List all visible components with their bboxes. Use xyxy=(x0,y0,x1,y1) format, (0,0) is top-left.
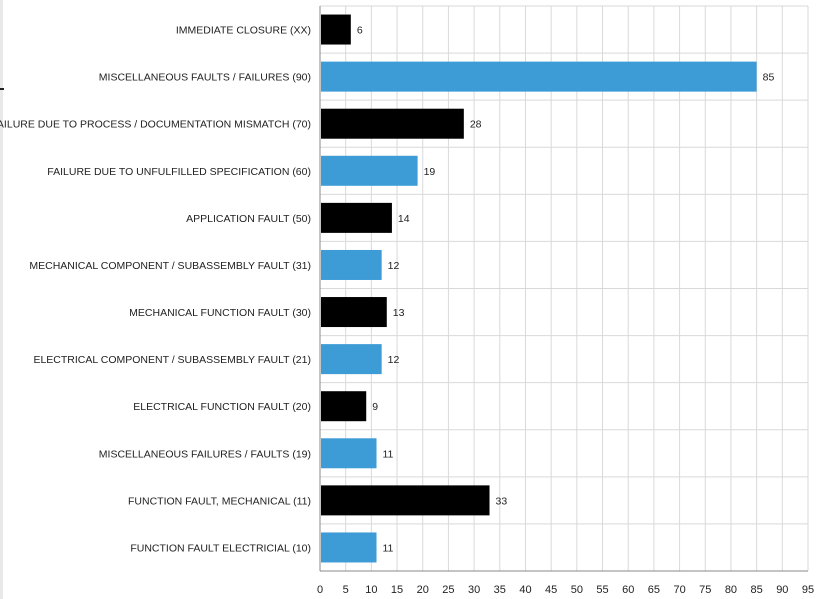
category-labels: IMMEDIATE CLOSURE (XX) MISCELLANEOUS FAUL… xyxy=(0,25,311,555)
x-tick-label: 20 xyxy=(417,584,429,596)
value-label: 19 xyxy=(424,166,436,178)
x-tick-label: 75 xyxy=(699,584,711,596)
x-tick-label: 25 xyxy=(442,584,454,596)
x-tick-label: 90 xyxy=(776,584,788,596)
bar xyxy=(321,108,464,139)
x-tick-label: 50 xyxy=(571,584,583,596)
bar xyxy=(321,155,418,186)
value-label: 33 xyxy=(496,495,508,507)
x-tick-label: 15 xyxy=(391,584,403,596)
x-tick-label: 85 xyxy=(751,584,763,596)
x-tick-label: 35 xyxy=(494,584,506,596)
bar xyxy=(321,297,387,328)
x-tick-label: 0 xyxy=(317,584,323,596)
value-label: 28 xyxy=(470,119,482,131)
edge-marker xyxy=(0,88,4,90)
value-labels: 6 85 28 19 14 12 13 12 9 11 33 11 xyxy=(357,25,775,555)
value-label: 14 xyxy=(398,213,410,225)
category-label: ELECTRICAL COMPONENT / SUBASSEMBLY FAULT… xyxy=(33,354,311,366)
window-left-edge xyxy=(0,0,3,599)
bar xyxy=(321,438,377,469)
value-label: 12 xyxy=(388,260,400,272)
category-label: FUNCTION FAULT, MECHANICAL (11) xyxy=(128,495,311,507)
x-axis-ticks: 0 5 10 15 20 25 30 35 40 45 50 55 60 65 70 75 80 85 90 95 xyxy=(317,584,814,596)
bar xyxy=(321,485,490,516)
bar xyxy=(321,202,392,233)
bar xyxy=(321,249,382,280)
x-tick-label: 65 xyxy=(648,584,660,596)
category-label: IMMEDIATE CLOSURE (XX) xyxy=(176,25,311,37)
category-label: FAILURE DUE TO PROCESS / DOCUMENTATION M… xyxy=(0,119,311,131)
category-label: MISCELLANEOUS FAULTS / FAILURES (90) xyxy=(99,72,311,84)
grid-lines xyxy=(319,5,809,572)
bar xyxy=(321,532,377,563)
value-label: 11 xyxy=(383,542,394,554)
value-label: 12 xyxy=(388,354,400,366)
x-tick-label: 30 xyxy=(468,584,480,596)
value-label: 13 xyxy=(393,307,405,319)
x-tick-label: 80 xyxy=(725,584,737,596)
category-label: MISCELLANEOUS FAILURES / FAULTS (19) xyxy=(99,448,311,460)
x-tick-label: 45 xyxy=(545,584,557,596)
value-label: 9 xyxy=(372,401,378,413)
bar xyxy=(321,14,351,45)
x-tick-label: 95 xyxy=(802,584,814,596)
category-label: APPLICATION FAULT (50) xyxy=(186,213,311,225)
bars xyxy=(321,14,757,563)
value-label: 6 xyxy=(357,25,363,37)
x-tick-label: 10 xyxy=(365,584,377,596)
category-label: MECHANICAL FUNCTION FAULT (30) xyxy=(129,307,311,319)
category-label: ELECTRICAL FUNCTION FAULT (20) xyxy=(133,401,311,413)
category-label: MECHANICAL COMPONENT / SUBASSEMBLY FAULT… xyxy=(29,260,311,272)
x-tick-label: 5 xyxy=(343,584,349,596)
x-tick-label: 60 xyxy=(622,584,634,596)
category-label: FUNCTION FAULT ELECTRICIAL (10) xyxy=(130,542,311,554)
x-tick-label: 55 xyxy=(596,584,608,596)
value-label: 85 xyxy=(763,72,775,84)
bar xyxy=(321,344,382,375)
x-tick-label: 40 xyxy=(519,584,531,596)
bar xyxy=(321,391,367,422)
value-label: 11 xyxy=(383,448,394,460)
x-tick-label: 70 xyxy=(673,584,685,596)
category-label: FAILURE DUE TO UNFULFILLED SPECIFICATION… xyxy=(47,166,311,178)
bar xyxy=(321,61,757,92)
